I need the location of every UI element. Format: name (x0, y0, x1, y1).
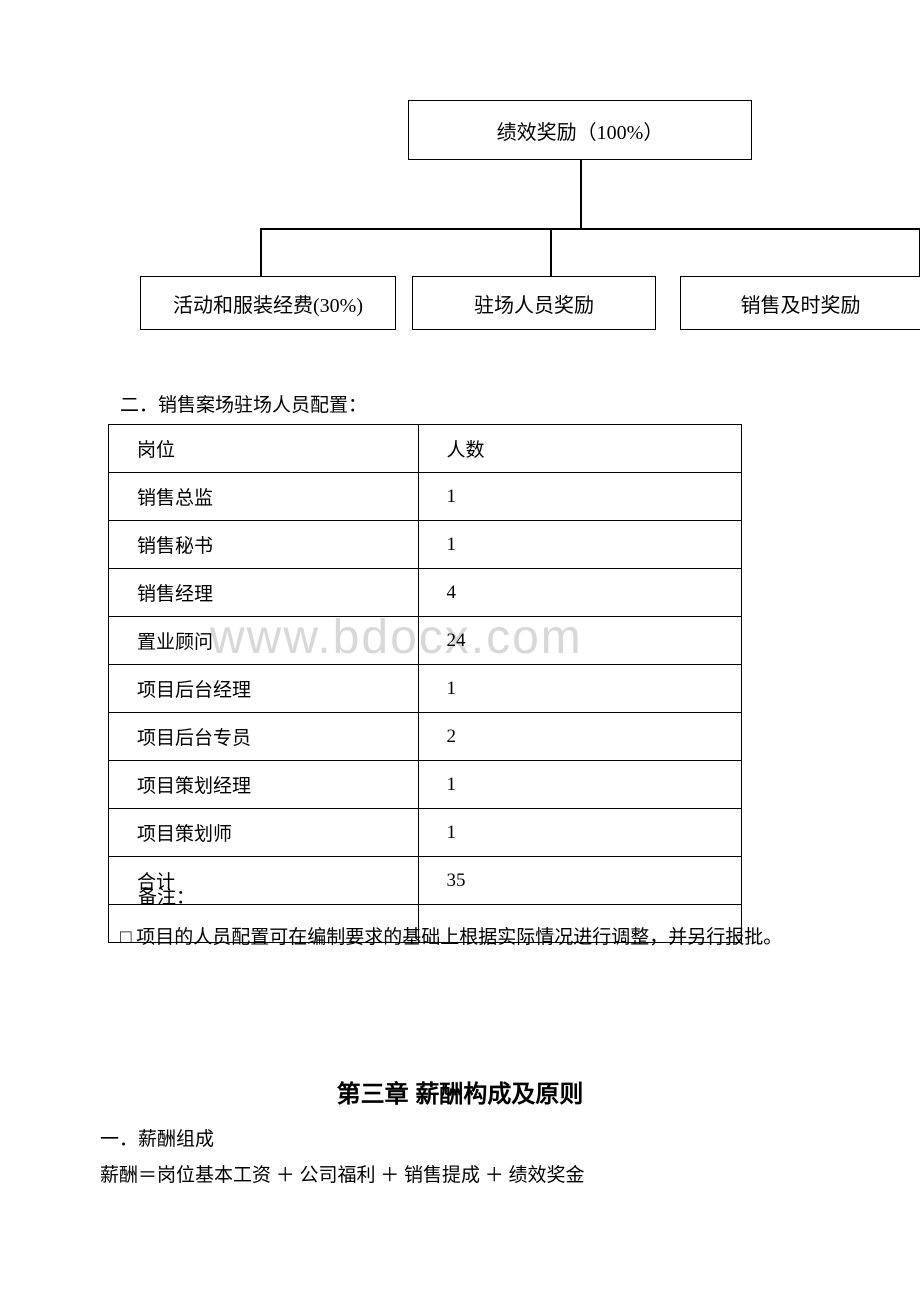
table-cell: 2 (418, 713, 742, 761)
table-cell: 1 (418, 521, 742, 569)
chapter-3-title: 第三章 薪酬构成及原则 (0, 1074, 920, 1109)
table-cell: 销售经理 (109, 569, 419, 617)
section-2-heading: 二．销售案场驻场人员配置： (120, 390, 367, 417)
notes-heading: 备注： (138, 882, 195, 909)
tree-root-box: 绩效奖励（100%） (408, 100, 752, 160)
table-cell: 1 (418, 473, 742, 521)
table-cell: 项目后台经理 (109, 665, 419, 713)
table-header-row: 岗位 人数 (109, 425, 742, 473)
tree-connector-line (550, 228, 552, 276)
table-row: 项目后台经理 1 (109, 665, 742, 713)
table-cell: 置业顾问 (109, 617, 419, 665)
tree-child-box: 销售及时奖励 (680, 276, 920, 330)
table-cell: 4 (418, 569, 742, 617)
tree-child-box: 驻场人员奖励 (412, 276, 656, 330)
table-cell: 销售秘书 (109, 521, 419, 569)
table-cell: 1 (418, 809, 742, 857)
tree-connector-line (580, 160, 582, 228)
salary-formula: 薪酬＝岗位基本工资 ＋ 公司福利 ＋ 销售提成 ＋ 绩效奖金 (100, 1160, 585, 1187)
org-tree-diagram: 绩效奖励（100%） 活动和服装经费(30%) 驻场人员奖励 销售及时奖励 (0, 100, 920, 360)
tree-child-label: 驻场人员奖励 (474, 289, 594, 318)
table-cell: 项目策划师 (109, 809, 419, 857)
table-cell: 项目后台专员 (109, 713, 419, 761)
table-cell: 销售总监 (109, 473, 419, 521)
table-cell: 项目策划经理 (109, 761, 419, 809)
tree-child-box: 活动和服装经费(30%) (140, 276, 396, 330)
table-header-cell: 人数 (418, 425, 742, 473)
table-header-cell: 岗位 (109, 425, 419, 473)
table-cell: 35 (418, 857, 742, 905)
table-row: 销售秘书 1 (109, 521, 742, 569)
tree-connector-line (260, 228, 262, 276)
tree-connector-line (260, 228, 920, 230)
table-row: 项目策划经理 1 (109, 761, 742, 809)
tree-child-label: 销售及时奖励 (741, 289, 861, 318)
table-row: 项目后台专员 2 (109, 713, 742, 761)
notes-body: □ 项目的人员配置可在编制要求的基础上根据实际情况进行调整，并另行报批。 (120, 922, 782, 949)
tree-root-label: 绩效奖励（100%） (497, 116, 664, 145)
section-3-1-heading: 一．薪酬组成 (100, 1124, 214, 1151)
staff-allocation-table: 岗位 人数 销售总监 1 销售秘书 1 销售经理 4 置业顾问 24 项目后台经… (108, 424, 742, 943)
table-total-row: 合计 35 (109, 857, 742, 905)
table-cell: 24 (418, 617, 742, 665)
table-cell: 1 (418, 665, 742, 713)
table-row: 项目策划师 1 (109, 809, 742, 857)
table-row: 销售总监 1 (109, 473, 742, 521)
table-cell: 1 (418, 761, 742, 809)
table-row: 销售经理 4 (109, 569, 742, 617)
table-row: 置业顾问 24 (109, 617, 742, 665)
tree-child-label: 活动和服装经费(30%) (173, 289, 363, 318)
